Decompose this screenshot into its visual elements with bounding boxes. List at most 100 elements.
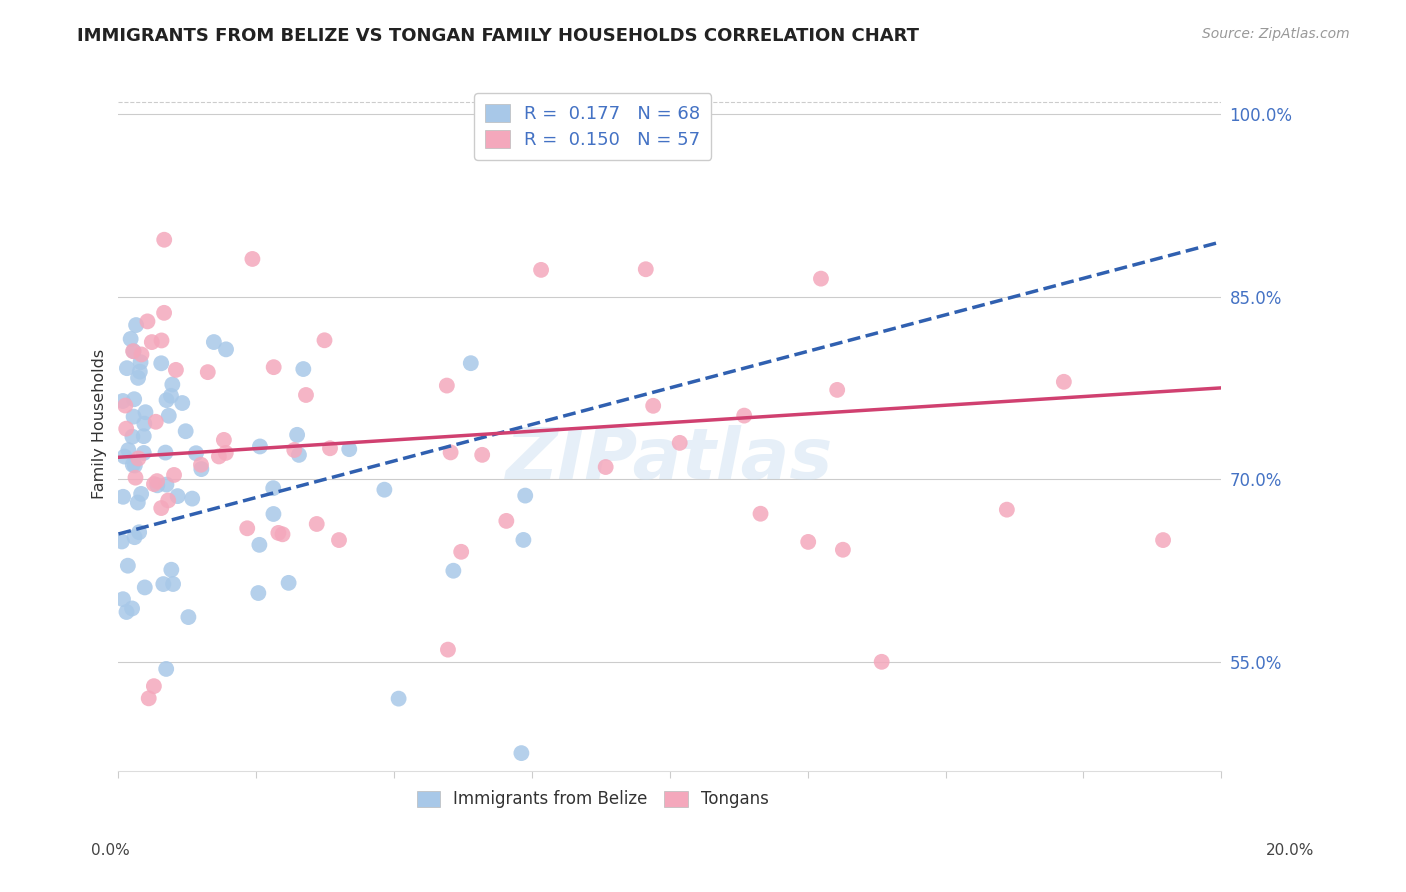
- Point: [117, 443, 139, 458]
- Point: [831, 542, 853, 557]
- Point: [145, 415, 167, 429]
- Point: [181, 491, 204, 506]
- Point: [305, 516, 328, 531]
- Point: [190, 458, 212, 472]
- Point: [127, 451, 149, 466]
- Point: [749, 507, 772, 521]
- Point: [292, 362, 315, 376]
- Point: [271, 527, 294, 541]
- Point: [247, 586, 270, 600]
- Point: [162, 577, 184, 591]
- Point: [165, 363, 187, 377]
- Point: [114, 450, 136, 464]
- Point: [643, 399, 665, 413]
- Point: [124, 458, 146, 473]
- Point: [450, 545, 472, 559]
- Point: [160, 563, 183, 577]
- Point: [112, 490, 135, 504]
- Point: [283, 442, 305, 457]
- Text: IMMIGRANTS FROM BELIZE VS TONGAN FAMILY HOUSEHOLDS CORRELATION CHART: IMMIGRANTS FROM BELIZE VS TONGAN FAMILY …: [77, 27, 920, 45]
- Point: [152, 577, 174, 591]
- Point: [157, 409, 180, 423]
- Point: [247, 538, 270, 552]
- Point: [115, 361, 138, 376]
- Point: [1152, 533, 1174, 547]
- Point: [197, 365, 219, 379]
- Point: [373, 483, 395, 497]
- Point: [132, 429, 155, 443]
- Point: [125, 318, 148, 332]
- Point: [208, 450, 231, 464]
- Point: [288, 448, 311, 462]
- Point: [155, 477, 177, 491]
- Point: [215, 446, 238, 460]
- Point: [111, 394, 134, 409]
- Point: [129, 487, 152, 501]
- Point: [530, 263, 553, 277]
- Point: [115, 422, 138, 436]
- Point: [143, 477, 166, 491]
- Point: [595, 460, 617, 475]
- Point: [262, 507, 284, 521]
- Point: [117, 558, 139, 573]
- Point: [441, 564, 464, 578]
- Point: [825, 383, 848, 397]
- Point: [121, 430, 143, 444]
- Point: [155, 662, 177, 676]
- Point: [122, 409, 145, 424]
- Point: [150, 334, 173, 348]
- Point: [634, 262, 657, 277]
- Point: [129, 355, 152, 369]
- Point: [870, 655, 893, 669]
- Point: [202, 334, 225, 349]
- Point: [262, 481, 284, 495]
- Point: [460, 356, 482, 370]
- Legend: Immigrants from Belize, Tongans: Immigrants from Belize, Tongans: [411, 784, 776, 815]
- Point: [314, 333, 336, 347]
- Point: [277, 575, 299, 590]
- Point: [141, 335, 163, 350]
- Point: [160, 389, 183, 403]
- Point: [668, 435, 690, 450]
- Point: [153, 233, 176, 247]
- Point: [267, 525, 290, 540]
- Point: [810, 271, 832, 285]
- Point: [190, 462, 212, 476]
- Point: [124, 530, 146, 544]
- Point: [471, 448, 494, 462]
- Point: [128, 525, 150, 540]
- Point: [166, 489, 188, 503]
- Point: [150, 356, 173, 370]
- Point: [174, 424, 197, 438]
- Point: [128, 365, 150, 379]
- Point: [127, 371, 149, 385]
- Point: [1053, 375, 1076, 389]
- Point: [138, 691, 160, 706]
- Point: [134, 405, 156, 419]
- Point: [122, 392, 145, 407]
- Point: [242, 252, 264, 266]
- Point: [155, 445, 177, 459]
- Point: [184, 446, 207, 460]
- Point: [142, 679, 165, 693]
- Point: [249, 440, 271, 454]
- Point: [120, 332, 142, 346]
- Point: [733, 409, 755, 423]
- Point: [172, 396, 194, 410]
- Text: Source: ZipAtlas.com: Source: ZipAtlas.com: [1202, 27, 1350, 41]
- Point: [295, 388, 318, 402]
- Point: [131, 347, 153, 361]
- Point: [115, 605, 138, 619]
- Point: [437, 642, 460, 657]
- Point: [319, 442, 342, 456]
- Point: [121, 458, 143, 472]
- Point: [122, 344, 145, 359]
- Point: [215, 343, 238, 357]
- Point: [134, 417, 156, 431]
- Point: [510, 746, 533, 760]
- Point: [132, 446, 155, 460]
- Point: [285, 427, 308, 442]
- Point: [157, 493, 180, 508]
- Point: [114, 399, 136, 413]
- Point: [146, 478, 169, 492]
